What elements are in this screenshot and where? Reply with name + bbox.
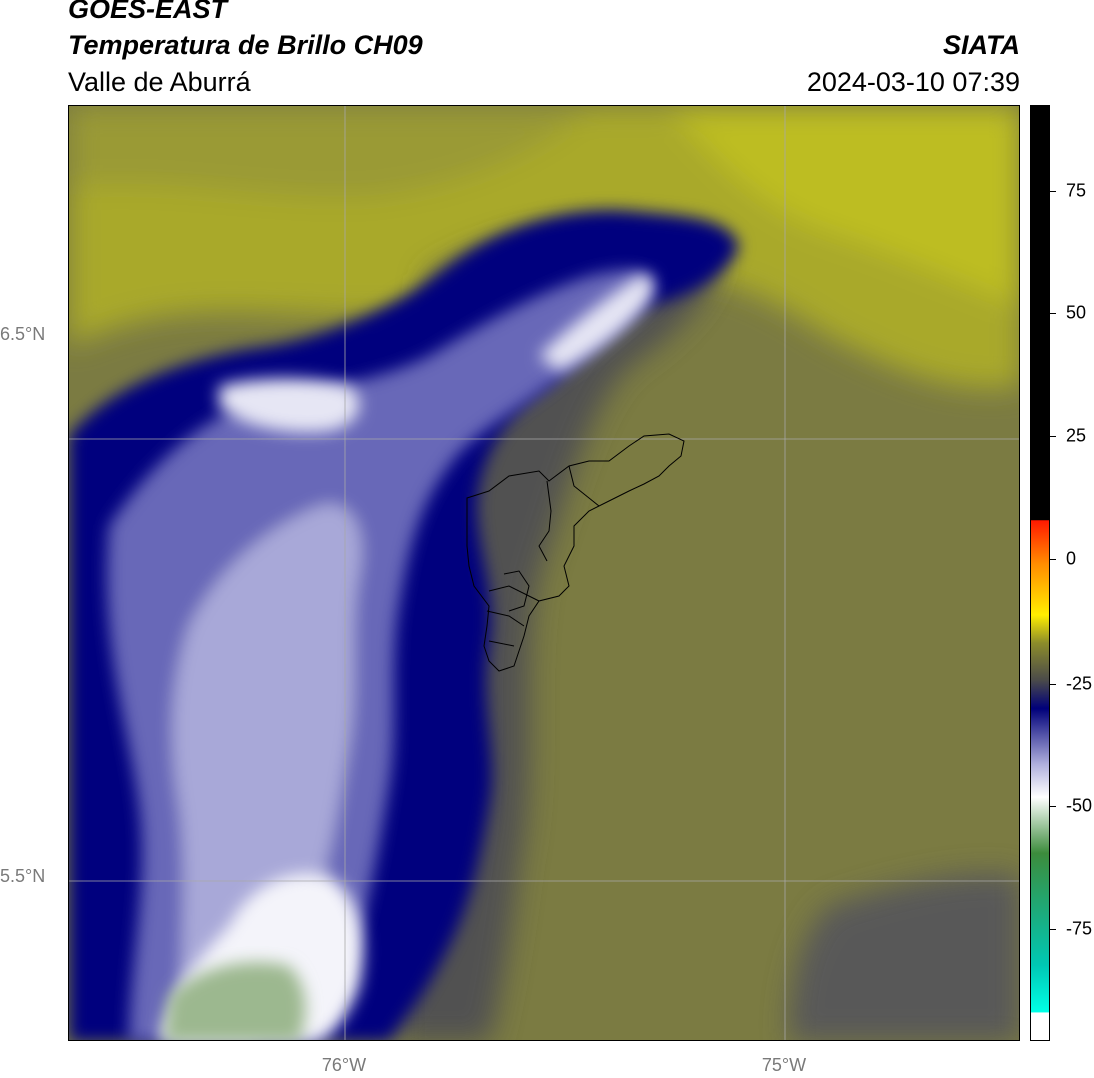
colorbar-tick-mark — [1050, 313, 1056, 314]
colorbar-tick-mark — [1050, 806, 1056, 807]
colorbar-tick-label: -50 — [1066, 795, 1093, 816]
timestamp-label: 2024-03-10 07:39 — [806, 67, 1020, 97]
municipality-borders — [466, 433, 685, 672]
colorbar-tick-label: 25 — [1066, 425, 1087, 446]
organization-label: SIATA — [943, 30, 1020, 60]
colorbar-tick-label: 75 — [1066, 180, 1087, 201]
temperature-colorbar — [1030, 105, 1050, 1041]
colorbar-tick-mark — [1050, 436, 1056, 437]
brightness-temperature-map — [68, 105, 1020, 1041]
colorbar-tick-label: 50 — [1066, 302, 1087, 323]
colorbar-tick-label: -75 — [1066, 918, 1093, 939]
product-title: GOES-EAST — [68, 0, 228, 24]
colorbar-tick-label: 0 — [1066, 548, 1077, 569]
lat-label-6-5n: 6.5°N — [0, 324, 46, 344]
colorbar-tick-label: -25 — [1066, 673, 1093, 694]
colorbar-tick-mark — [1050, 559, 1056, 560]
lat-label-5-5n: 5.5°N — [0, 866, 46, 886]
colorbar-tick-mark — [1050, 684, 1056, 685]
colorbar-tick-mark — [1050, 929, 1056, 930]
product-subtitle: Temperatura de Brillo CH09 — [68, 30, 423, 60]
region-label: Valle de Aburrá — [68, 67, 251, 97]
lon-label-76w: 76°W — [321, 1055, 367, 1075]
lon-label-75w: 75°W — [761, 1055, 807, 1075]
colorbar-tick-mark — [1050, 191, 1056, 192]
